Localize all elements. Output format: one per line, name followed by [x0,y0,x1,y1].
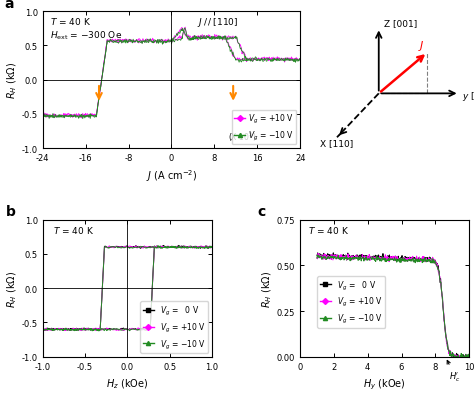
X-axis label: $J$ (A cm$^{-2}$): $J$ (A cm$^{-2}$) [146,168,197,184]
Text: $J$ // [110]: $J$ // [110] [197,16,238,29]
Text: Z [001]: Z [001] [384,19,418,28]
Text: $\mathit{T}$ = 40 K: $\mathit{T}$ = 40 K [50,16,91,27]
Text: $J$: $J$ [418,39,425,53]
Y-axis label: $R_H$ (k$\Omega$): $R_H$ (k$\Omega$) [5,270,19,307]
Text: X [110]: X [110] [320,139,354,148]
Text: c: c [258,205,266,219]
Text: (X 10$^5$): (X 10$^5$) [228,130,256,144]
Text: $y$ [$\bar{1}$10]: $y$ [$\bar{1}$10] [462,89,474,103]
X-axis label: $H_z$ (kOe): $H_z$ (kOe) [106,376,148,390]
Text: $\mathit{T}$ = 40 K: $\mathit{T}$ = 40 K [309,224,349,235]
Legend: $V_g$ = +10 V, $V_g$ = $-$10 V: $V_g$ = +10 V, $V_g$ = $-$10 V [232,111,296,145]
Text: $H_c'$: $H_c'$ [447,360,460,383]
X-axis label: $H_y$ (kOe): $H_y$ (kOe) [363,376,406,391]
Y-axis label: $R_H$ (k$\Omega$): $R_H$ (k$\Omega$) [5,62,19,99]
Text: $\mathit{T}$ = 40 K: $\mathit{T}$ = 40 K [53,224,94,235]
Text: a: a [4,0,14,11]
Text: $H_{\rm ext}$ = $-$300 Oe: $H_{\rm ext}$ = $-$300 Oe [50,30,122,42]
Text: b: b [5,205,15,219]
Y-axis label: $R_H$ (k$\Omega$): $R_H$ (k$\Omega$) [260,270,274,307]
Legend: $V_g$ =   0 V, $V_g$ = +10 V, $V_g$ = $-$10 V: $V_g$ = 0 V, $V_g$ = +10 V, $V_g$ = $-$1… [140,302,208,353]
Legend: $V_g$ =   0 V, $V_g$ = +10 V, $V_g$ = $-$10 V: $V_g$ = 0 V, $V_g$ = +10 V, $V_g$ = $-$1… [317,276,385,328]
